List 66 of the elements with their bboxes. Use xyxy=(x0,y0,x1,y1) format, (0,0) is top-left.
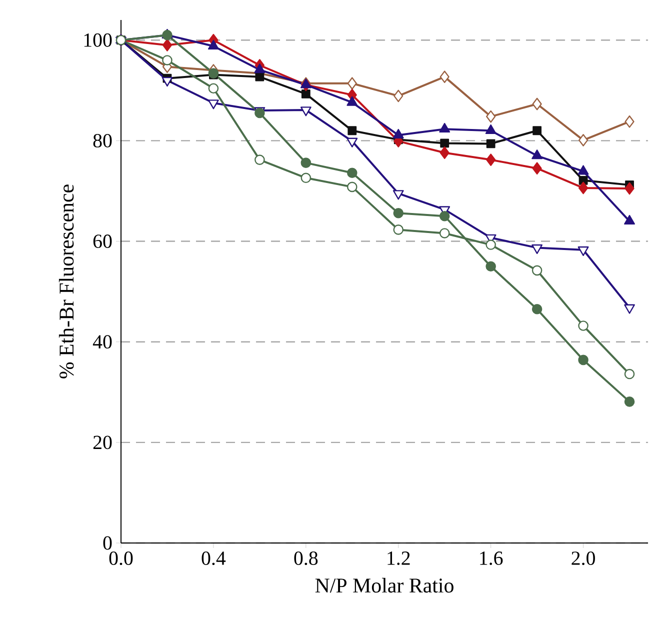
point xyxy=(346,182,358,192)
point xyxy=(624,304,635,314)
point xyxy=(486,154,496,166)
point xyxy=(624,182,634,195)
point xyxy=(440,70,450,84)
point xyxy=(532,265,542,276)
point xyxy=(392,190,404,200)
y-tick-label: 40 xyxy=(92,335,112,349)
point xyxy=(440,146,450,159)
point xyxy=(486,139,496,148)
y-tick-label: 80 xyxy=(93,134,112,148)
point xyxy=(578,246,589,256)
point xyxy=(439,228,450,238)
point xyxy=(532,150,543,160)
point xyxy=(392,128,404,139)
point xyxy=(439,122,450,133)
point xyxy=(440,138,450,148)
point xyxy=(301,89,310,98)
point xyxy=(393,208,404,218)
point xyxy=(532,244,543,254)
point xyxy=(255,72,264,82)
point xyxy=(346,96,358,106)
x-tick-label: 0.4 xyxy=(202,552,226,566)
point xyxy=(254,64,266,74)
point xyxy=(485,124,496,134)
point xyxy=(300,172,312,184)
point xyxy=(486,110,496,123)
x-tick-label: 0.8 xyxy=(294,552,318,566)
point xyxy=(300,158,312,168)
point xyxy=(578,165,589,175)
point xyxy=(624,396,635,407)
point xyxy=(532,162,542,175)
x-tick-label: 1.6 xyxy=(480,552,503,565)
y-tick-label: 0 xyxy=(103,536,112,550)
point xyxy=(624,214,635,225)
point xyxy=(578,182,588,194)
y-tick-label: 20 xyxy=(93,436,112,450)
x-tick-label: 1.2 xyxy=(388,552,410,565)
point xyxy=(347,77,357,90)
point xyxy=(532,304,542,314)
point xyxy=(486,261,496,272)
y-tick-label: 100 xyxy=(84,33,112,47)
point xyxy=(162,55,172,66)
point xyxy=(578,320,588,331)
point xyxy=(346,138,358,148)
point xyxy=(208,83,219,94)
point xyxy=(532,126,542,136)
point xyxy=(162,38,172,52)
point xyxy=(578,134,588,146)
point xyxy=(254,154,265,165)
point xyxy=(393,224,404,235)
point xyxy=(394,90,404,102)
point xyxy=(208,40,219,50)
y-axis-title: % Eth-Br Fluorescence xyxy=(58,184,74,378)
x-tick-label: 2.0 xyxy=(572,552,595,566)
x-tick-label: 0.0 xyxy=(109,552,133,566)
point xyxy=(439,210,450,222)
point xyxy=(346,168,358,178)
point xyxy=(624,115,634,128)
point xyxy=(532,98,542,110)
point xyxy=(578,354,588,366)
point xyxy=(486,240,496,250)
x-axis-title: N/P Molar Ratio xyxy=(315,578,454,593)
point xyxy=(624,368,635,380)
point xyxy=(348,126,357,136)
y-tick-label: 60 xyxy=(93,234,112,248)
